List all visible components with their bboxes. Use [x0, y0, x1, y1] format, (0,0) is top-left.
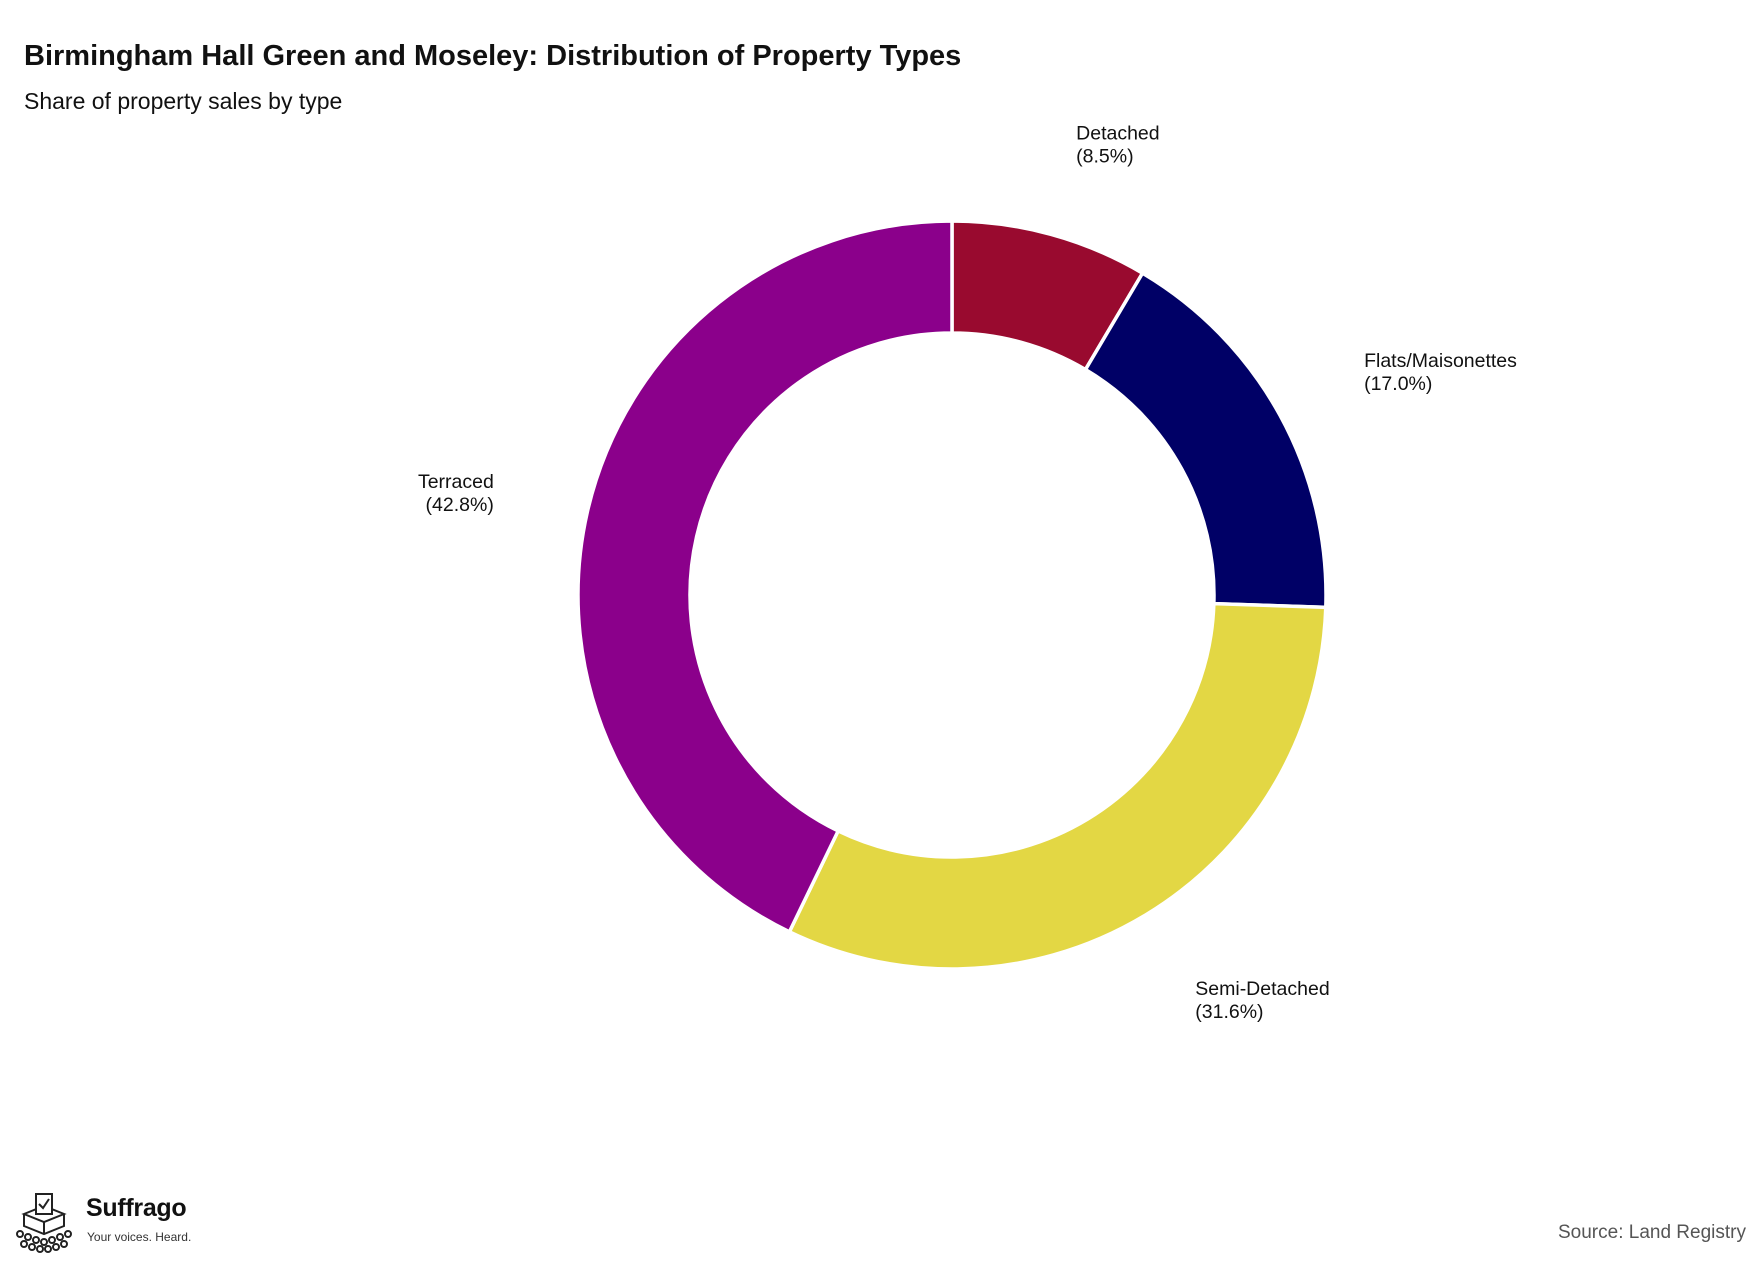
slice-label-name: Detached	[1076, 123, 1159, 145]
brand-name: Suffrago	[86, 1194, 187, 1222]
slice-label: Semi-Detached (31.6%)	[1195, 978, 1329, 1023]
brand-tagline: Your voices. Heard.	[87, 1230, 192, 1244]
chart-subtitle: Share of property sales by type	[24, 88, 343, 114]
slice-flats-maisonettes	[1083, 270, 1328, 610]
slice-label-value: (8.5%)	[1076, 146, 1133, 168]
slice-label-value: (42.8%)	[426, 494, 494, 516]
slice-semi-detached	[787, 601, 1328, 971]
slice-label-name: Semi-Detached	[1195, 978, 1329, 1000]
slice-label: Detached (8.5%)	[1076, 123, 1159, 168]
source-note: Source: Land Registry	[1558, 1222, 1746, 1243]
slice-label: Flats/Maisonettes (17.0%)	[1364, 350, 1517, 395]
chart-title: Birmingham Hall Green and Moseley: Distr…	[24, 40, 962, 72]
slice-label-name: Terraced	[418, 471, 494, 493]
slice-label: Terraced (42.8%)	[418, 471, 494, 516]
ballot-box-crowd-icon	[16, 1193, 72, 1253]
slice-labels: Detached (8.5%) Flats/Maisonettes (17.0%) Se…	[418, 123, 1517, 1023]
brand-logo: Suffrago Your voices. Heard.	[14, 1192, 214, 1254]
slice-label-name: Flats/Maisonettes	[1364, 350, 1517, 372]
slice-label-value: (31.6%)	[1195, 1001, 1263, 1023]
slice-terraced	[576, 219, 954, 935]
donut-slices	[576, 219, 1328, 971]
slice-label-value: (17.0%)	[1364, 373, 1432, 395]
